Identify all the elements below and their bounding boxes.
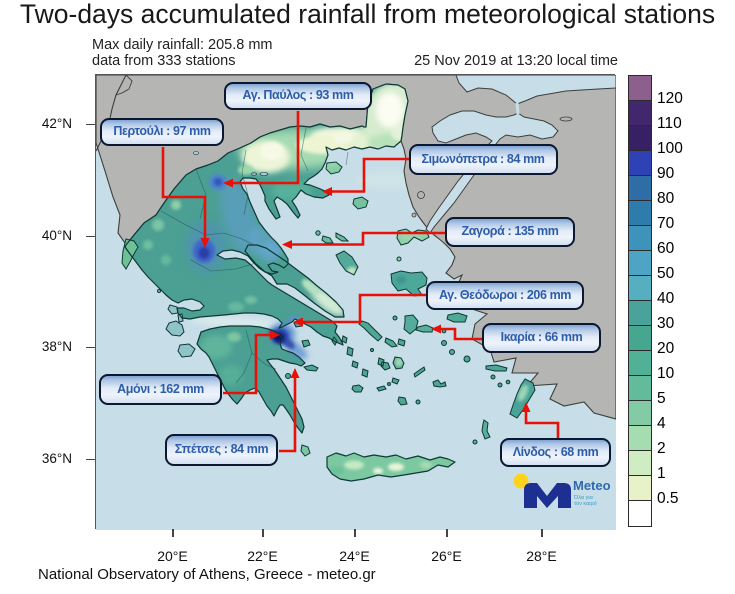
svg-text:Όλα για: Όλα για	[573, 495, 594, 501]
svg-text:τον καιρό: τον καιρό	[574, 500, 597, 507]
svg-text:Meteo: Meteo	[573, 478, 611, 493]
